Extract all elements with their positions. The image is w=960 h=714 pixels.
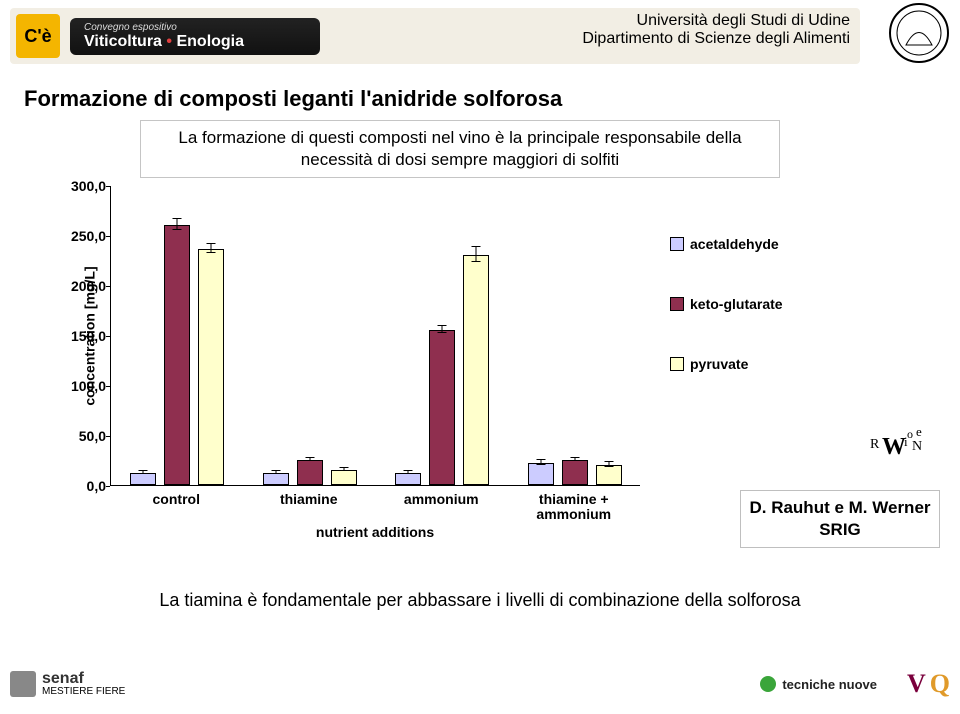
bar-pyruvate: [463, 255, 489, 485]
y-tick-label: 300,0: [70, 178, 106, 194]
credit-box: D. Rauhut e M. Werner SRIG: [740, 490, 940, 548]
error-bar: [408, 470, 409, 474]
y-tick-label: 150,0: [70, 328, 106, 344]
error-bar: [343, 467, 344, 471]
svg-text:W: W: [882, 434, 906, 458]
bar-keto-glutarate: [164, 225, 190, 485]
university-seal-icon: [888, 2, 950, 64]
tecniche-nuove-logo: tecniche nuove: [760, 676, 877, 692]
bar-acetaldehyde: [263, 473, 289, 485]
legend-label: keto-glutarate: [690, 296, 783, 312]
plot-area: [110, 186, 640, 486]
bar-acetaldehyde: [395, 473, 421, 485]
y-tick: [106, 236, 110, 237]
bar-acetaldehyde: [130, 473, 156, 485]
credit-line1: D. Rauhut e M. Werner: [749, 497, 931, 519]
header-band: C'è Convegno espositivo Viticoltura • En…: [10, 8, 860, 64]
error-bar: [275, 470, 276, 474]
y-tick-label: 100,0: [70, 378, 106, 394]
error-bar: [442, 325, 443, 333]
y-tick-label: 200,0: [70, 278, 106, 294]
x-axis-title: nutrient additions: [110, 524, 640, 540]
bar-pyruvate: [198, 249, 224, 485]
bar-keto-glutarate: [297, 460, 323, 485]
senaf-tag: MESTIERE FIERE: [42, 687, 125, 697]
error-bar: [574, 457, 575, 461]
error-bar: [476, 246, 477, 262]
x-tick-label: ammonium: [375, 492, 508, 507]
error-bar: [143, 470, 144, 474]
x-tick-label: thiamine: [243, 492, 376, 507]
legend-label: acetaldehyde: [690, 236, 779, 252]
legend-label: pyruvate: [690, 356, 748, 372]
page-title: Formazione di composti leganti l'anidrid…: [24, 86, 562, 112]
x-tick-label: thiamine +ammonium: [508, 492, 641, 523]
convegno-word-b: Enologia: [176, 33, 244, 50]
error-bar: [608, 461, 609, 467]
y-tick: [106, 486, 110, 487]
convegno-small: Convegno espositivo: [84, 22, 306, 33]
senaf-logo: senaf MESTIERE FIERE: [10, 671, 125, 697]
svg-text:R: R: [870, 437, 880, 452]
error-bar: [211, 243, 212, 253]
vq-q: Q: [930, 669, 950, 699]
y-tick: [106, 386, 110, 387]
svg-text:N: N: [912, 439, 922, 454]
y-tick: [106, 336, 110, 337]
convegno-title: Viticoltura • Enologia: [84, 33, 306, 51]
legend-swatch-pyruvate: [670, 357, 684, 371]
convegno-block: Convegno espositivo Viticoltura • Enolog…: [70, 18, 320, 55]
credit-line2: SRIG: [749, 519, 931, 541]
svg-text:e: e: [916, 424, 922, 439]
convegno-dot: •: [166, 33, 172, 50]
summary-text: La tiamina è fondamentale per abbassare …: [100, 590, 860, 611]
ce-badge: C'è: [16, 14, 60, 58]
uni-line2: Dipartimento di Scienze degli Alimenti: [582, 30, 850, 48]
university-text: Università degli Studi di Udine Dipartim…: [582, 12, 850, 48]
tn-text: tecniche nuove: [782, 677, 877, 692]
y-tick-label: 250,0: [70, 228, 106, 244]
y-tick: [106, 286, 110, 287]
convegno-word-a: Viticoltura: [84, 33, 162, 50]
legend-acetaldehyde: acetaldehyde: [670, 236, 800, 252]
y-tick-label: 50,0: [70, 428, 106, 444]
vq-v: V: [907, 669, 926, 699]
legend-pyruvate: pyruvate: [670, 356, 800, 372]
bar-chart: concentration [mg/L] nutrient additions …: [30, 186, 730, 556]
error-bar: [540, 459, 541, 465]
bar-pyruvate: [596, 465, 622, 485]
vq-logo: V Q: [907, 669, 950, 699]
tn-dot-icon: [760, 676, 776, 692]
bar-keto-glutarate: [562, 460, 588, 485]
senaf-icon: [10, 671, 36, 697]
bar-pyruvate: [331, 470, 357, 485]
error-bar: [309, 457, 310, 461]
rwine-logo-icon: R W i o N e: [870, 420, 926, 458]
error-bar: [177, 218, 178, 230]
uni-line1: Università degli Studi di Udine: [582, 12, 850, 30]
legend-swatch-keto: [670, 297, 684, 311]
bar-keto-glutarate: [429, 330, 455, 485]
legend-swatch-acetaldehyde: [670, 237, 684, 251]
x-tick-label: control: [110, 492, 243, 507]
subtitle-box: La formazione di questi composti nel vin…: [140, 120, 780, 178]
footer: senaf MESTIERE FIERE tecniche nuove V Q: [10, 662, 950, 706]
senaf-name: senaf: [42, 671, 125, 687]
y-tick: [106, 186, 110, 187]
y-tick-label: 0,0: [70, 478, 106, 494]
bar-acetaldehyde: [528, 463, 554, 485]
y-tick: [106, 436, 110, 437]
legend-keto-glutarate: keto-glutarate: [670, 296, 800, 312]
